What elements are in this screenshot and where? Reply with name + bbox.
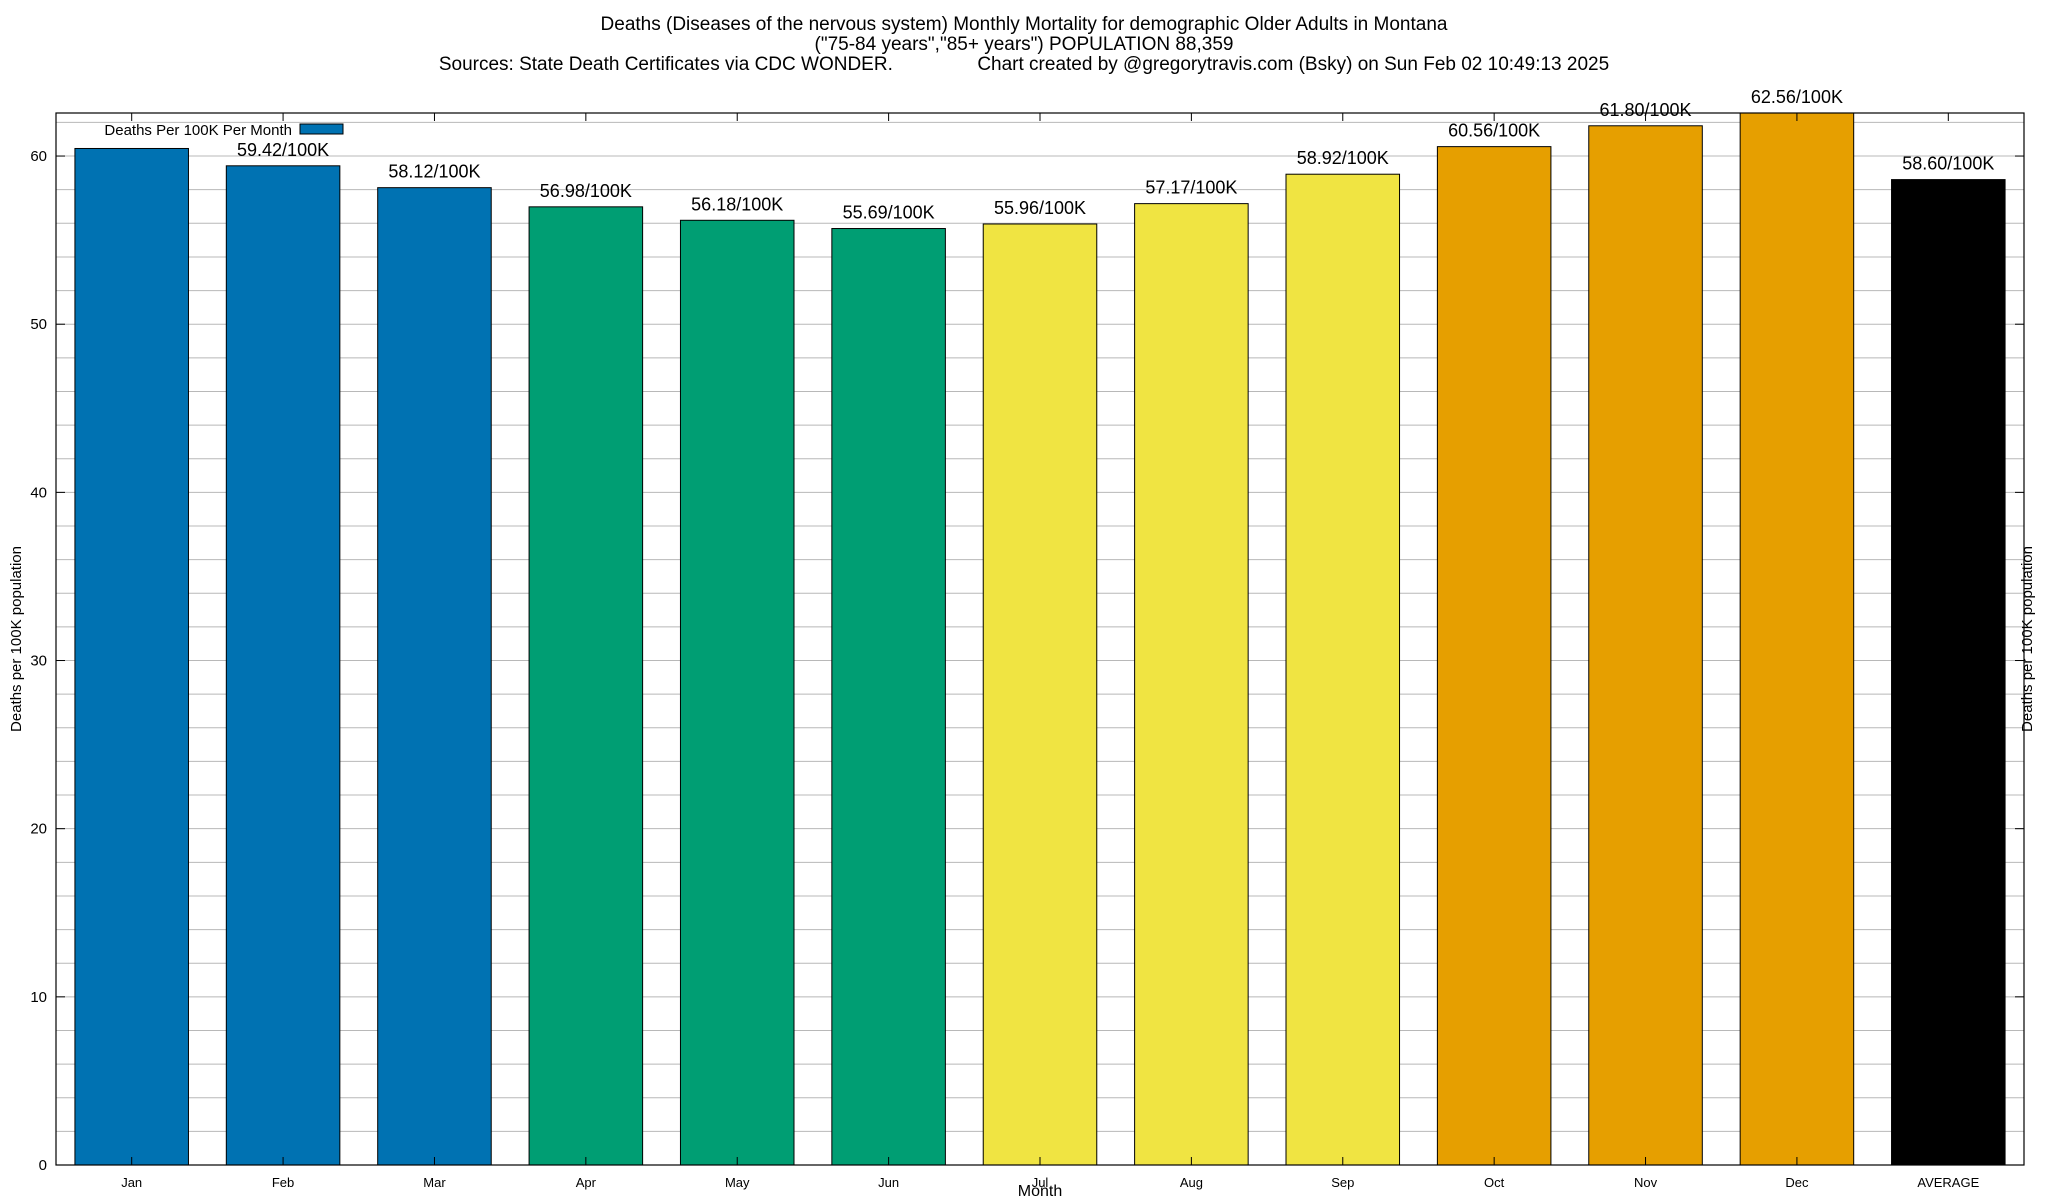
bars <box>74 112 2006 1166</box>
x-tick-label: Jan <box>121 1175 142 1190</box>
bar-aug <box>1134 203 1249 1166</box>
x-tick-label: Sep <box>1331 1175 1354 1190</box>
y-tick-label: 60 <box>30 148 47 165</box>
chart-subtitle: ("75-84 years","85+ years") POPULATION 8… <box>814 34 1234 55</box>
legend: Deaths Per 100K Per Month <box>104 122 344 139</box>
bar-average <box>1891 179 2006 1166</box>
bar-may <box>679 219 795 1166</box>
bar-feb <box>225 165 341 1166</box>
bar-mar <box>377 187 492 1166</box>
data-label-nov: 61.80/100K <box>1599 100 1691 120</box>
x-tick-label: Nov <box>1634 1175 1658 1190</box>
bar-oct <box>1436 146 1552 1166</box>
bar-jul <box>982 223 1098 1166</box>
bar-apr <box>528 206 644 1166</box>
y-tick-label: 0 <box>39 1157 47 1174</box>
data-label-feb: 59.42/100K <box>237 140 329 160</box>
x-tick-label: May <box>725 1175 750 1190</box>
x-tick-label: Apr <box>576 1175 597 1190</box>
data-label-jul: 55.96/100K <box>994 198 1086 218</box>
y-axis-label: Deaths per 100K population <box>8 546 25 732</box>
data-label-apr: 56.98/100K <box>540 181 632 201</box>
bar-jun <box>831 228 946 1166</box>
x-tick-label: Mar <box>423 1175 446 1190</box>
bar-nov <box>1588 125 1703 1166</box>
y-tick-label: 40 <box>30 484 47 501</box>
x-tick-label: Dec <box>1785 1175 1809 1190</box>
bar-sep <box>1285 173 1401 1166</box>
chart-title: Deaths (Diseases of the nervous system) … <box>600 14 1448 35</box>
x-tick-labels: Jan Feb Mar Apr May Jun Jul Aug Sep Oct Nov Dec AVER… <box>121 113 1980 1190</box>
legend-label: Deaths Per 100K Per Month <box>104 122 292 139</box>
data-label-jun: 55.69/100K <box>843 203 935 223</box>
data-label-oct: 60.56/100K <box>1448 121 1540 141</box>
chart-sources: Sources: State Death Certificates via CD… <box>438 54 1610 75</box>
x-tick-label: Jul <box>1032 1175 1049 1190</box>
x-tick-label: Feb <box>272 1175 294 1190</box>
y-tick-labels: 0 10 20 30 40 50 60 <box>30 148 2024 1174</box>
data-label-sep: 58.92/100K <box>1297 148 1389 168</box>
x-axis-label: Month <box>1018 1183 1062 1200</box>
y-tick-label: 20 <box>30 821 47 838</box>
x-tick-label: AVERAGE <box>1917 1175 1979 1190</box>
x-tick-label: Aug <box>1180 1175 1203 1190</box>
data-label-aug: 57.17/100K <box>1145 178 1237 198</box>
data-labels: 59.42/100K 58.12/100K 56.98/100K 56.18/100K… <box>237 87 1994 223</box>
bar-jan <box>74 147 189 1166</box>
x-tick-label: Jun <box>878 1175 899 1190</box>
y-axis-label-right: Deaths per 100K population <box>2019 546 2036 732</box>
legend-swatch <box>299 123 344 135</box>
bar-dec <box>1739 112 1855 1166</box>
y-tick-label: 10 <box>30 989 47 1006</box>
data-label-mar: 58.12/100K <box>388 162 480 182</box>
data-label-average: 58.60/100K <box>1902 154 1994 174</box>
data-label-dec: 62.56/100K <box>1751 87 1843 107</box>
y-tick-label: 50 <box>30 316 47 333</box>
data-label-may: 56.18/100K <box>691 194 783 214</box>
x-tick-label: Oct <box>1484 1175 1505 1190</box>
y-tick-label: 30 <box>30 653 47 670</box>
plot-frame <box>55 112 2025 1166</box>
